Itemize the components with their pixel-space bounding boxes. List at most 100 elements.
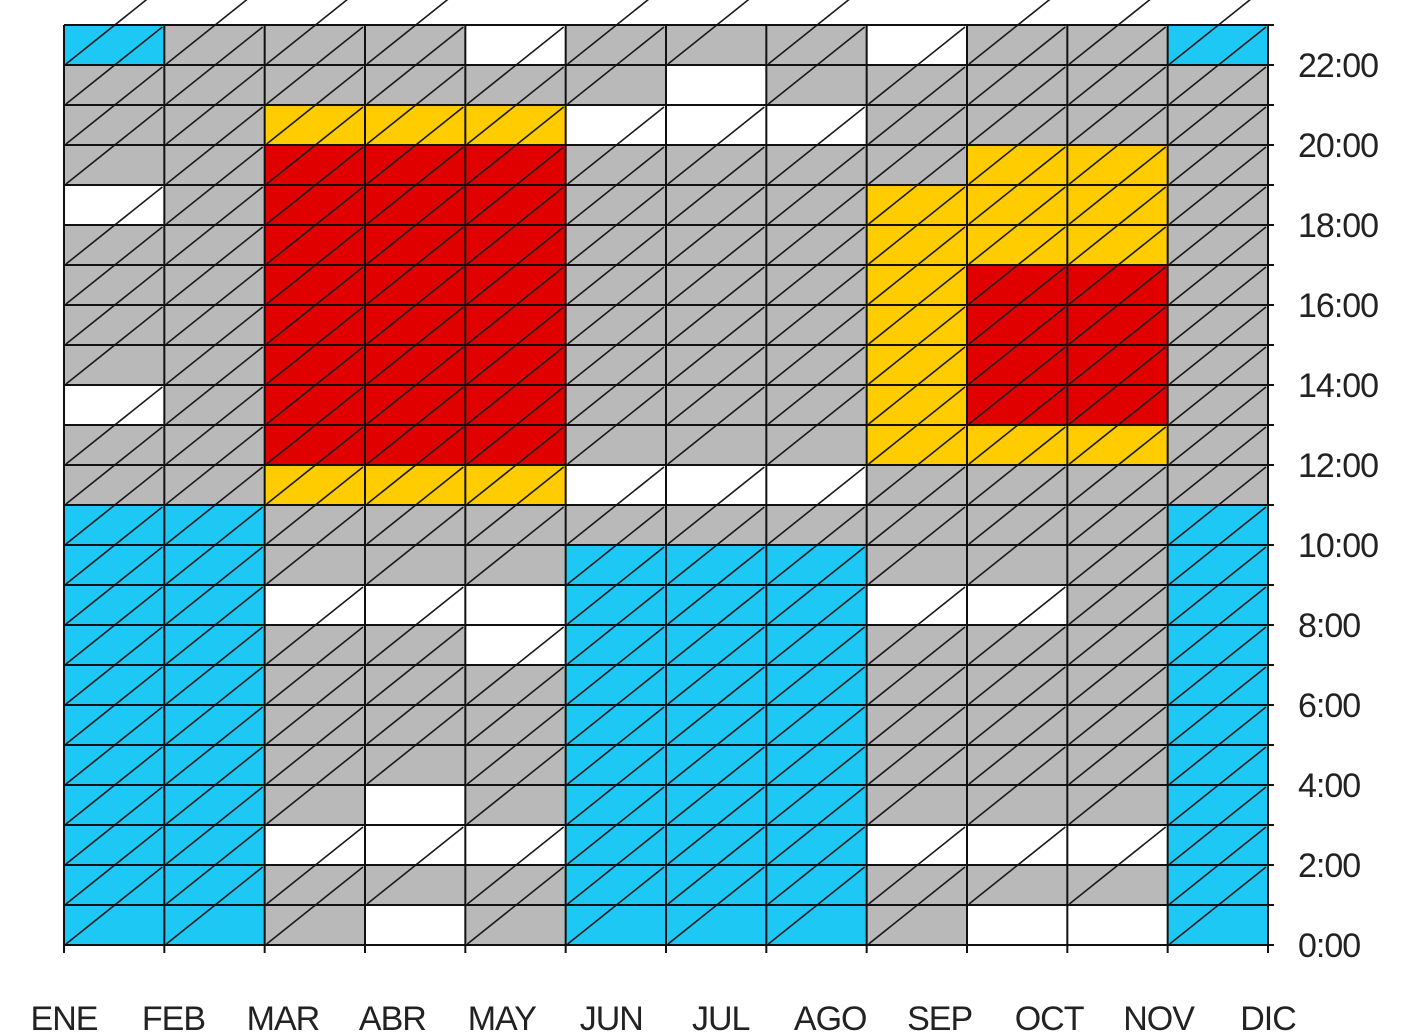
x-tick-label: ABR (359, 1000, 426, 1036)
heatmap-cell (1067, 545, 1169, 586)
heatmap-cell (1067, 705, 1169, 746)
x-axis-tick-labels: ENE FEB MAR ABR MAY JUN JUL AGO SEP OCT NOV DIC (31, 1000, 1298, 1036)
heatmap-cell (565, 265, 667, 306)
heatmap-cell (465, 385, 567, 426)
heatmap-cell (164, 345, 266, 386)
heatmap-cell (766, 745, 868, 786)
heatmap-cell (766, 225, 868, 266)
heatmap-cell (164, 425, 266, 466)
x-tick-label: OCT (1015, 1000, 1084, 1036)
heatmap-cell (365, 865, 466, 906)
heatmap-cell (164, 665, 266, 706)
heatmap-cell (164, 865, 266, 906)
heatmap-cell (866, 625, 968, 666)
heatmap-cell (1167, 465, 1269, 506)
heatmap-cell (967, 665, 1068, 706)
heatmap-cell (164, 905, 266, 946)
heatmap-cell (967, 625, 1068, 666)
heatmap-cell (1067, 25, 1169, 66)
heatmap-cell (967, 785, 1068, 826)
heatmap-cell (1067, 185, 1169, 226)
heatmap-cell (866, 185, 968, 226)
heatmap-cell (1067, 145, 1169, 186)
heatmap-cell (1067, 785, 1169, 826)
heatmap-cell (264, 65, 366, 106)
heatmap-cell (264, 105, 366, 146)
heatmap-cell (666, 145, 767, 186)
heatmap-cell (565, 385, 667, 426)
heatmap-cell (465, 545, 567, 586)
heatmap-cell (565, 145, 667, 186)
heatmap-cell (766, 145, 868, 186)
heatmap-cell (164, 785, 266, 826)
heatmap-cell (565, 585, 667, 626)
heatmap-cell (64, 905, 165, 946)
heatmap-cell (565, 185, 667, 226)
heatmap-cell (264, 825, 366, 866)
heatmap-cell (465, 505, 567, 546)
y-tick-label: 12:00 (1298, 447, 1378, 485)
heatmap-cell (666, 905, 767, 946)
heatmap-cell (1167, 425, 1269, 466)
heatmap-cell (164, 185, 266, 226)
heatmap-cell (264, 225, 366, 266)
heatmap-cell (565, 225, 667, 266)
heatmap-cell (666, 65, 767, 106)
heatmap-cell (164, 825, 266, 866)
heatmap-cell (1167, 225, 1269, 266)
heatmap-cell (1167, 345, 1269, 386)
heatmap-cell (866, 585, 968, 626)
heatmap-cell (1067, 385, 1169, 426)
heatmap-cell (465, 345, 567, 386)
heatmap-cell (164, 145, 266, 186)
heatmap-cell (64, 545, 165, 586)
heatmap-cell (666, 625, 767, 666)
heatmap-cell (565, 745, 667, 786)
heatmap-cell (365, 825, 466, 866)
y-tick-label: 6:00 (1298, 687, 1360, 725)
heatmap-cell (1067, 105, 1169, 146)
heatmap-cell (264, 25, 366, 66)
heatmap-cell (565, 465, 667, 506)
heatmap-cell (766, 25, 868, 66)
heatmap-cell (565, 785, 667, 826)
x-tick-label: DIC (1240, 1000, 1296, 1036)
heatmap-cell (465, 465, 567, 506)
heatmap-cell (164, 265, 266, 306)
heatmap-cell (1067, 265, 1169, 306)
heatmap-cell (465, 185, 567, 226)
heatmap-cell (465, 705, 567, 746)
heatmap-cell (465, 425, 567, 466)
y-tick-label: 10:00 (1298, 527, 1378, 565)
heatmap-cell (1067, 825, 1169, 866)
x-tick-label: NOV (1123, 1000, 1195, 1036)
heatmap-cell (365, 305, 466, 346)
heatmap-cell (967, 225, 1068, 266)
x-tick-label: MAR (247, 1000, 320, 1036)
heatmap-cell (666, 105, 767, 146)
heatmap-cell (666, 25, 767, 66)
heatmap-cell (866, 345, 968, 386)
heatmap-cell (365, 105, 466, 146)
heatmap-cell (264, 905, 366, 946)
heatmap-cell (264, 585, 366, 626)
heatmap-cell (766, 65, 868, 106)
heatmap-cell (967, 585, 1068, 626)
heatmap-cell (565, 825, 667, 866)
heatmap-cell (1067, 905, 1169, 946)
heatmap-cell (967, 345, 1068, 386)
heatmap-cell (666, 865, 767, 906)
heatmap-cell (1167, 105, 1269, 146)
heatmap-cell (565, 25, 667, 66)
heatmap-cell (967, 425, 1068, 466)
heatmap-cell (264, 505, 366, 546)
heatmap-cell (666, 185, 767, 226)
heatmap-cell (365, 545, 466, 586)
heatmap-cell (64, 745, 165, 786)
y-tick-label: 22:00 (1298, 47, 1378, 85)
heatmap-cell (967, 305, 1068, 346)
heatmap-cell (866, 785, 968, 826)
x-tick-label: JUL (692, 1000, 750, 1036)
heatmap-cell (866, 825, 968, 866)
